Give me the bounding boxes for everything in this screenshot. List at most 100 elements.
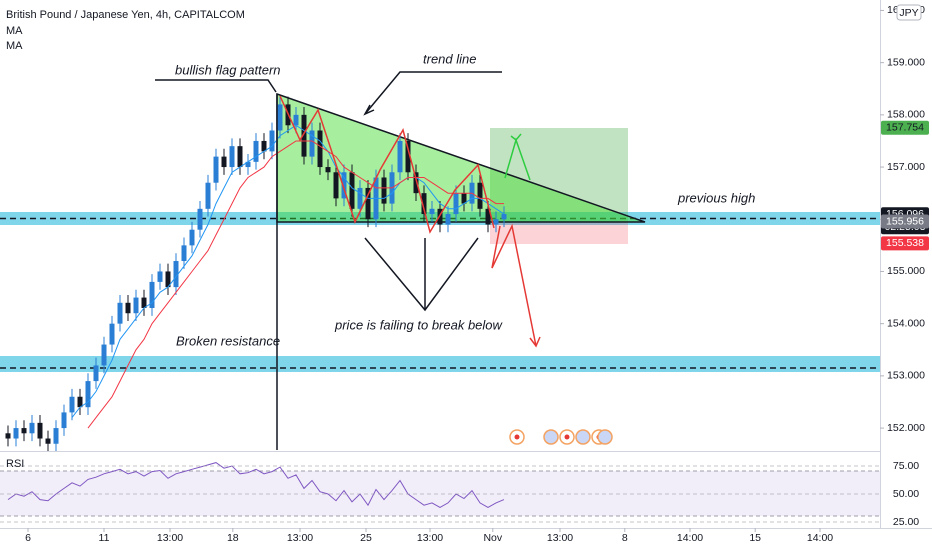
- event-icon[interactable]: [543, 429, 559, 445]
- price-tag: [881, 236, 929, 251]
- x-tick-label: 11: [99, 532, 110, 544]
- x-tick-label: 15: [749, 532, 761, 544]
- currency: JPY: [899, 7, 918, 19]
- candle-body: [325, 167, 331, 173]
- candle-body: [157, 271, 163, 282]
- y-tick-label: 157.000: [887, 161, 925, 173]
- price-tag: [881, 120, 929, 135]
- candle-body: [5, 433, 11, 439]
- candle-body: [69, 396, 75, 413]
- candle-body: [13, 428, 19, 439]
- indicator-name: MA: [6, 25, 23, 37]
- rsi-line: [7, 462, 505, 508]
- candle-body: [37, 422, 43, 439]
- bear-arrows: [491, 223, 537, 347]
- flag-callout: [155, 79, 277, 93]
- event-dot: [514, 434, 520, 440]
- trendline-arrow-head: [363, 104, 375, 116]
- price-tag-label: 155.538: [886, 237, 924, 249]
- currency-badge[interactable]: [896, 4, 922, 21]
- candle-body: [205, 182, 211, 209]
- stop-zone: [490, 222, 628, 244]
- x-tick-label: 14:00: [807, 532, 833, 544]
- rsi-marks: [0, 462, 880, 523]
- price-tag-label: 155.956: [886, 215, 924, 227]
- x-tick-label: 8: [622, 532, 628, 544]
- candle-body: [45, 438, 51, 444]
- x-tick-label: 13:00: [417, 532, 443, 544]
- trendline-callout: [364, 71, 502, 115]
- candle-body: [381, 177, 387, 204]
- candle-body: [301, 114, 307, 157]
- x-tick-label: 14:00: [677, 532, 703, 544]
- y-tick-label: 152.000: [887, 422, 925, 434]
- x-tick-label: 6: [25, 532, 31, 544]
- candle-body: [413, 172, 419, 194]
- rsi-pane: [0, 451, 880, 531]
- candle-body: [213, 156, 219, 183]
- candle-body: [341, 172, 347, 199]
- candle-body: [333, 172, 339, 199]
- candle-body: [261, 140, 267, 152]
- price-axis: [880, 0, 932, 550]
- target-zone: [490, 128, 628, 222]
- annotation: price is failing to break below: [334, 317, 504, 332]
- annotation: previous high: [677, 190, 755, 205]
- x-tick-label: Nov: [483, 532, 502, 544]
- candle-body: [277, 104, 283, 131]
- x-tick-label: 13:00: [157, 532, 183, 544]
- x-tick-label: 13:00: [547, 532, 573, 544]
- moving-average: [71, 124, 505, 418]
- candle-body: [485, 208, 491, 225]
- candle-body: [357, 187, 363, 209]
- moving-average: [87, 140, 504, 429]
- x-tick-label: 18: [227, 532, 239, 544]
- indicator-name: MA: [6, 40, 23, 52]
- rsi-title: RSI: [6, 458, 24, 470]
- candle-body: [365, 187, 371, 220]
- event-icon[interactable]: [597, 429, 613, 445]
- candle-body: [85, 381, 91, 408]
- candle-body: [165, 271, 171, 288]
- candle-body: [133, 297, 139, 314]
- candle-body: [197, 208, 203, 230]
- candle-body: [317, 130, 323, 168]
- candle-body: [501, 214, 507, 220]
- bear-arrow-head: [529, 336, 541, 348]
- rsi-band: [0, 471, 880, 516]
- candle-body: [21, 428, 27, 434]
- candle-body: [237, 146, 243, 168]
- candle-body: [293, 114, 299, 126]
- price-tag: [881, 214, 929, 229]
- annotation: Broken resistance: [176, 333, 280, 348]
- rsi-tick-label: 50.00: [893, 488, 919, 500]
- candle-body: [189, 229, 195, 246]
- x-tick-label: 25: [360, 532, 372, 544]
- candle-body: [453, 193, 459, 215]
- y-tick-label: 158.000: [887, 109, 925, 121]
- candle-body: [93, 365, 99, 382]
- event-icon[interactable]: [575, 429, 591, 445]
- candle-body: [181, 245, 187, 262]
- candle-body: [405, 140, 411, 173]
- candle-body: [429, 208, 435, 215]
- candle-body: [125, 302, 131, 314]
- candle-body: [29, 422, 35, 434]
- candle-body: [109, 323, 115, 345]
- y-tick-label: 159.000: [887, 56, 925, 68]
- candle-body: [221, 156, 227, 168]
- candle-body: [141, 297, 147, 309]
- candle-body: [309, 130, 315, 157]
- annotation: bullish flag pattern: [175, 62, 281, 77]
- candle-body: [421, 193, 427, 215]
- candle-body: [253, 140, 259, 162]
- x-tick-label: 13:00: [287, 532, 313, 544]
- annotation: trend line: [423, 51, 476, 66]
- candle-body: [173, 261, 179, 288]
- symbol-title: British Pound / Japanese Yen, 4h, CAPITA…: [6, 9, 245, 21]
- event-icons: [509, 429, 613, 445]
- candle-body: [77, 396, 83, 408]
- event-dot: [564, 434, 570, 440]
- candle-body: [349, 172, 355, 209]
